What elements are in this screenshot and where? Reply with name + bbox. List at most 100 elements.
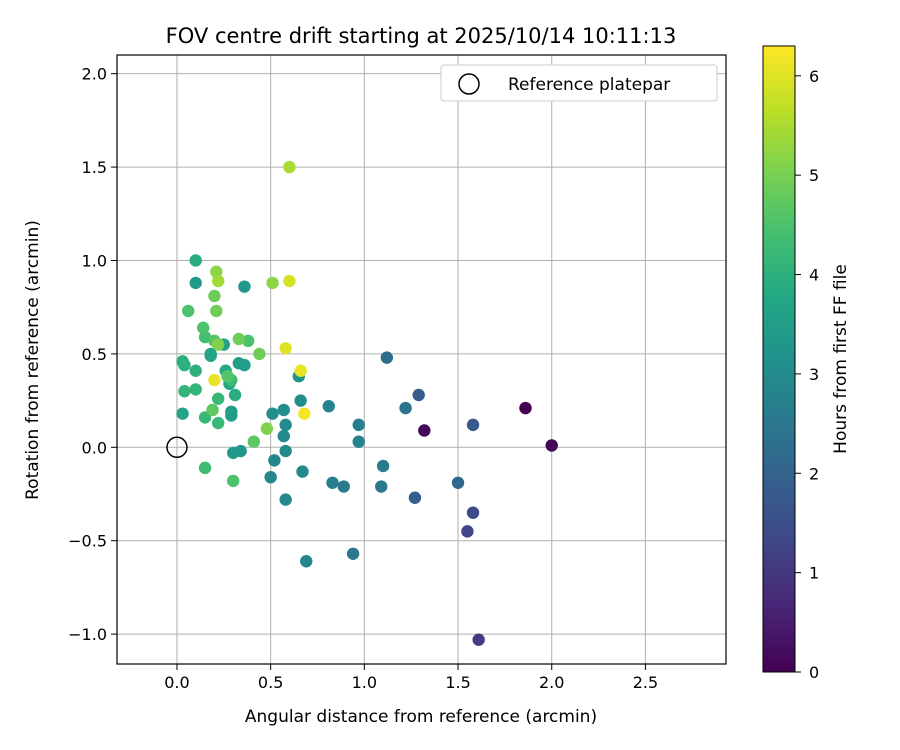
scatter-point: [294, 394, 307, 407]
x-tick-label: 2.5: [633, 673, 658, 692]
scatter-point: [211, 338, 225, 351]
scatter-point: [268, 454, 281, 467]
scatter-point: [279, 493, 292, 506]
scatter-point: [346, 547, 360, 560]
y-tick-label: 0.0: [82, 438, 107, 457]
scatter-point: [238, 280, 251, 293]
scatter-point: [228, 388, 242, 402]
scatter-point: [337, 480, 350, 493]
y-tick-label: 0.5: [82, 345, 107, 364]
scatter-point: [206, 403, 219, 417]
scatter-point: [461, 525, 474, 538]
scatter-point: [279, 342, 292, 355]
scatter-point: [264, 470, 277, 484]
scatter-point: [352, 418, 365, 432]
scatter-point: [247, 435, 260, 448]
y-axis-label: Rotation from reference (arcmin): [23, 220, 43, 500]
scatter-point: [198, 330, 212, 344]
reference-marker: [166, 436, 188, 459]
x-tick-label: 1.0: [352, 673, 377, 692]
scatter-point: [189, 364, 202, 377]
scatter-point: [283, 274, 296, 288]
legend-marker-icon: [458, 73, 480, 95]
scatter-point: [283, 160, 296, 174]
legend: Reference platepar: [440, 64, 718, 102]
scatter-point: [412, 388, 425, 402]
scatter-point: [300, 555, 313, 568]
colorbar-tick-label: 0: [809, 663, 819, 682]
scatter-point: [375, 480, 388, 493]
scatter-point: [279, 444, 292, 458]
colorbar-gradient: [762, 45, 796, 673]
y-tick-label: −1.0: [68, 625, 107, 644]
legend-label: Reference platepar: [508, 75, 670, 95]
y-tick-label: 1.0: [82, 251, 107, 270]
x-tick-label: 1.5: [445, 673, 470, 692]
scatter-point: [352, 435, 365, 448]
scatter-point: [253, 347, 266, 361]
data-points: [176, 160, 558, 646]
colorbar-tick-label: 6: [809, 67, 819, 86]
scatter-point: [294, 364, 307, 377]
scatter-point: [322, 400, 335, 413]
scatter-point: [238, 358, 251, 372]
scatter-point: [178, 358, 191, 372]
scatter-point: [196, 321, 210, 334]
scatter-point: [466, 506, 480, 519]
scatter-point: [208, 373, 221, 387]
scatter-point: [418, 424, 431, 437]
scatter-point: [296, 465, 309, 478]
scatter-point: [226, 474, 240, 488]
colorbar-tick-label: 1: [809, 564, 819, 583]
scatter-point: [189, 383, 202, 396]
x-tick-label: 0.5: [258, 673, 283, 692]
scatter-point: [277, 403, 290, 417]
colorbar-tick-label: 2: [809, 464, 819, 483]
colorbar-tick-label: 3: [809, 365, 819, 384]
scatter-point: [376, 459, 390, 473]
scatter-point: [408, 491, 422, 504]
y-tick-label: 1.5: [82, 158, 107, 177]
colorbar-tick-label: 5: [809, 166, 819, 185]
scatter-point: [380, 351, 394, 364]
scatter-point: [241, 334, 255, 348]
scatter-point: [260, 422, 274, 435]
scatter-point: [176, 407, 189, 420]
scatter-point: [326, 476, 339, 489]
scatter-point: [545, 439, 558, 452]
scatter-point: [178, 385, 191, 398]
legend-box: [440, 64, 718, 102]
scatter-point: [211, 274, 225, 288]
colorbar: 0 1 2 3 4 5 6 Hours from first FF file: [762, 45, 851, 682]
scatter-point: [225, 409, 238, 422]
y-tick-label: 2.0: [82, 65, 107, 84]
scatter-point: [182, 304, 195, 318]
scatter-point: [472, 633, 485, 646]
y-tick-label: −0.5: [68, 532, 107, 551]
scatter-point: [198, 461, 212, 475]
scatter-point: [466, 418, 480, 432]
scatter-point: [208, 289, 221, 303]
scatter-point: [266, 407, 279, 420]
scatter-point: [266, 276, 279, 290]
y-axis-ticks: −1.0 −0.5 0.0 0.5 1.0 1.5 2.0: [68, 65, 117, 644]
scatter-point: [189, 276, 202, 290]
x-tick-label: 0.0: [164, 673, 189, 692]
scatter-point: [519, 401, 532, 415]
scatter-point: [210, 265, 223, 278]
plot-frame: [116, 54, 727, 665]
colorbar-tick-label: 4: [809, 266, 819, 285]
x-axis-ticks: 0.0 0.5 1.0 1.5 2.0 2.5: [164, 664, 658, 692]
colorbar-ticks: 0 1 2 3 4 5 6: [795, 67, 819, 682]
scatter-point: [451, 476, 465, 489]
scatter-point: [210, 304, 223, 318]
scatter-point: [211, 416, 225, 430]
scatter-point: [211, 392, 225, 405]
scatter-point: [279, 418, 292, 432]
colorbar-label: Hours from first FF file: [831, 264, 851, 454]
scatter-point: [221, 370, 234, 383]
x-tick-label: 2.0: [539, 673, 564, 692]
chart-title: FOV centre drift starting at 2025/10/14 …: [166, 24, 677, 48]
scatter-point: [298, 407, 311, 420]
